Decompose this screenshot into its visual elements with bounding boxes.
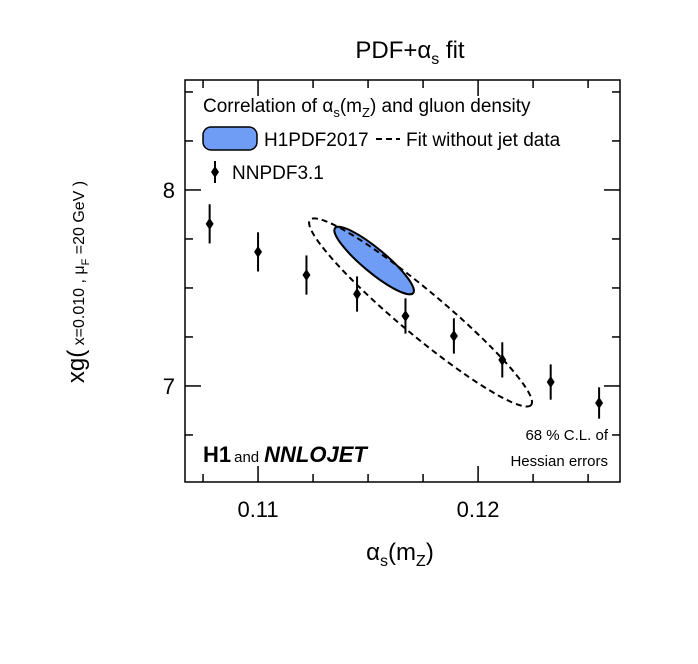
legend-title-sub: Z — [362, 105, 370, 120]
legend-title-part: ) and gluon density — [370, 96, 531, 117]
h1-label: H1 and NNLOJET — [203, 442, 368, 467]
x-label-part: α — [366, 539, 380, 566]
legend-title-sub: s — [333, 105, 340, 120]
ellipse-contour — [308, 217, 534, 408]
legend-label: H1PDF2017 — [264, 130, 369, 151]
y-label-sub: F — [80, 258, 92, 265]
legend-swatch — [202, 126, 258, 151]
point — [498, 353, 507, 366]
y-tick-label: 7 — [163, 374, 175, 399]
legend-title-part: (m — [340, 96, 362, 117]
h1: H1 — [203, 442, 231, 467]
legend-label: NNPDF3.1 — [232, 163, 324, 184]
x-tick-label: 0.11 — [237, 497, 278, 522]
y-label-part: xg( — [63, 350, 90, 383]
cl-note: 68 % C.L. of — [525, 427, 608, 444]
point — [302, 269, 311, 282]
y-label-part: =20 GeV ) — [71, 181, 88, 259]
legend-label: Fit without jet data — [406, 130, 561, 151]
legend-title-part: Correlation of α — [203, 96, 333, 117]
point — [205, 217, 214, 230]
plot-frame — [184, 79, 621, 483]
title-sub: s — [431, 51, 439, 68]
title-part: PDF+α — [355, 37, 431, 64]
legend-title: Correlation of αs(mZ) and gluon density — [203, 96, 531, 120]
x-label-part: ) — [426, 539, 434, 566]
x-label-part: (m — [388, 539, 416, 566]
point — [353, 288, 362, 301]
x-label-sub: s — [380, 553, 388, 570]
y-tick-label: 8 — [163, 178, 175, 203]
x-axis-label: αs(mZ) — [366, 539, 434, 570]
and: and — [234, 449, 259, 466]
title-part: fit — [439, 37, 465, 64]
point — [546, 376, 555, 389]
x-label-sub: Z — [416, 553, 426, 570]
point — [595, 397, 604, 410]
y-label-part: x=0.010 , μ — [71, 265, 88, 349]
hessian-note: Hessian errors — [510, 453, 608, 470]
point — [254, 245, 263, 258]
y-axis-label: xg( x=0.010 , μF =20 GeV ) — [63, 181, 92, 383]
x-tick-label: 0.12 — [457, 497, 500, 522]
point — [401, 309, 410, 322]
legend-marker — [211, 166, 219, 178]
point — [449, 329, 458, 342]
nnlojet: NNLOJET — [264, 442, 368, 467]
ellipse-contour — [333, 225, 415, 296]
chart-title: PDF+αs fit — [355, 37, 465, 68]
